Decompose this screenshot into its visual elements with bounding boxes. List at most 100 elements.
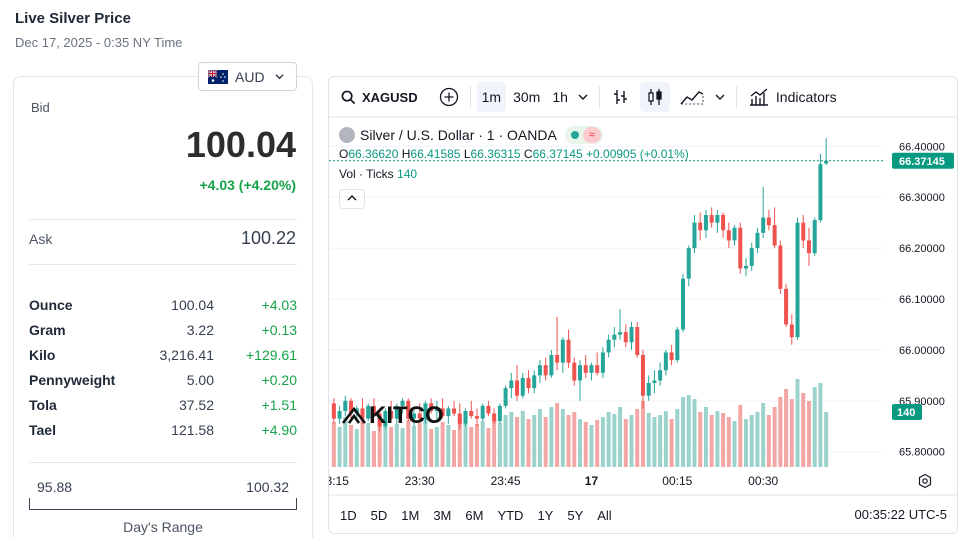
settings-icon [918, 473, 932, 489]
candle-body [452, 408, 457, 414]
candle-body [474, 416, 479, 419]
time-tick-label: 23:15 [329, 474, 349, 488]
market-status[interactable]: ≈ [564, 126, 603, 144]
table-row: Gram 3.22 +0.13 [29, 317, 297, 342]
candle-body [423, 403, 428, 419]
candle-body [469, 411, 474, 417]
candle-body [480, 405, 485, 419]
volume-bar [572, 412, 577, 467]
area-chart-icon [680, 91, 704, 105]
unit-price: 3.22 [186, 321, 214, 338]
price-chart[interactable]: KITCO 66.4000066.3000066.2000066.1000066… [329, 77, 958, 534]
time-tick-label: 23:45 [491, 474, 521, 488]
candles-style-button[interactable] [639, 82, 670, 112]
indicators-button[interactable]: Indicators [743, 82, 842, 112]
volume-bar [709, 415, 714, 467]
volume-bar [417, 423, 422, 467]
collapse-legend-button[interactable] [339, 189, 365, 209]
volume-bar [652, 417, 657, 467]
table-row: Tael 121.58 +4.90 [29, 417, 297, 442]
interval-dropdown[interactable] [573, 82, 593, 112]
divider [29, 264, 297, 265]
volume-bar [555, 403, 560, 467]
volume-bar [749, 415, 754, 467]
currency-select[interactable]: AUD [198, 62, 297, 91]
range-5y[interactable]: 5Y [567, 507, 584, 523]
range-1m[interactable]: 1M [401, 507, 420, 523]
candle-body [738, 227, 743, 269]
chart-settings-button[interactable] [917, 473, 933, 494]
volume-bar [411, 426, 417, 467]
open-label: O [339, 147, 349, 161]
volume-bar [743, 419, 749, 467]
candle-body [681, 278, 686, 330]
time-tick-label: 23:30 [405, 474, 435, 488]
volume-bar [503, 415, 508, 467]
days-range-label: Day's Range [123, 519, 203, 535]
candle-body [366, 405, 371, 419]
volume-bar [692, 399, 697, 467]
volume-bar [480, 421, 485, 467]
bar-style-button[interactable] [606, 82, 636, 112]
interval-1h[interactable]: 1h [552, 89, 568, 105]
symbol-search[interactable]: XAGUSD [341, 90, 418, 105]
volume-bar [492, 419, 497, 467]
candle-body [766, 217, 771, 226]
candle-body [549, 355, 554, 376]
range-ytd[interactable]: YTD [497, 507, 524, 523]
range-1y[interactable]: 1Y [537, 507, 554, 523]
volume-bar [497, 423, 502, 467]
candle-body [600, 352, 605, 373]
candle-body [417, 413, 422, 419]
chart-clock[interactable]: 00:35:22 UTC-5 [854, 507, 948, 522]
range-5d[interactable]: 5D [370, 507, 388, 523]
chart-type-dropdown[interactable] [710, 82, 730, 112]
volume-bar [383, 421, 388, 467]
interval-1m[interactable]: 1m [476, 82, 507, 112]
candle-body [663, 352, 668, 371]
range-6m[interactable]: 6M [465, 507, 484, 523]
ohlc-legend: O66.36620 H66.41585 L66.36315 C66.37145 … [339, 147, 689, 161]
toolbar-divider [735, 86, 737, 108]
volume-legend: Vol · Ticks 140 [339, 167, 417, 181]
volume-bar [772, 407, 777, 467]
price-tick-label: 66.20000 [899, 243, 945, 255]
volume-bar [537, 409, 542, 467]
range-3m[interactable]: 3M [433, 507, 452, 523]
unit-change: +129.61 [246, 346, 297, 363]
volume-bar [623, 419, 628, 467]
unit-price: 100.04 [171, 296, 214, 313]
volume-bar [675, 409, 680, 467]
area-style-button[interactable] [674, 82, 710, 112]
candle-body [623, 332, 628, 343]
unit-change: +0.13 [261, 321, 297, 338]
indicators-icon [749, 88, 768, 106]
candle-body [394, 405, 399, 419]
volume-bar [515, 417, 520, 467]
candle-body [761, 217, 766, 233]
candle-body [784, 288, 789, 325]
range-all[interactable]: All [597, 507, 612, 523]
volume-bar [812, 387, 817, 467]
candle-body [806, 240, 811, 254]
page-timestamp: Dec 17, 2025 - 0:35 NY Time [15, 35, 183, 50]
compare-symbol-button[interactable] [434, 82, 464, 112]
volume-bar [766, 415, 771, 467]
candle-body [595, 365, 600, 373]
candle-body [360, 408, 365, 419]
candle-body [618, 332, 623, 335]
unit-name: Pennyweight [29, 371, 116, 388]
volume-bar [726, 417, 731, 467]
interval-30m[interactable]: 30m [513, 89, 541, 105]
market-open-icon [570, 131, 579, 139]
candle-body [715, 215, 720, 223]
range-1d[interactable]: 1D [340, 507, 357, 523]
candle-body [337, 411, 342, 419]
candle-body [778, 245, 783, 289]
kitco-watermark: KITCO [341, 402, 444, 429]
time-axis: 23:15 23:30 23:45 17 00:15 00:30 [329, 474, 957, 496]
volume-bar [784, 389, 789, 467]
unit-name: Tola [29, 396, 57, 413]
volume-bar [629, 415, 634, 467]
chevron-down-icon [578, 94, 588, 100]
